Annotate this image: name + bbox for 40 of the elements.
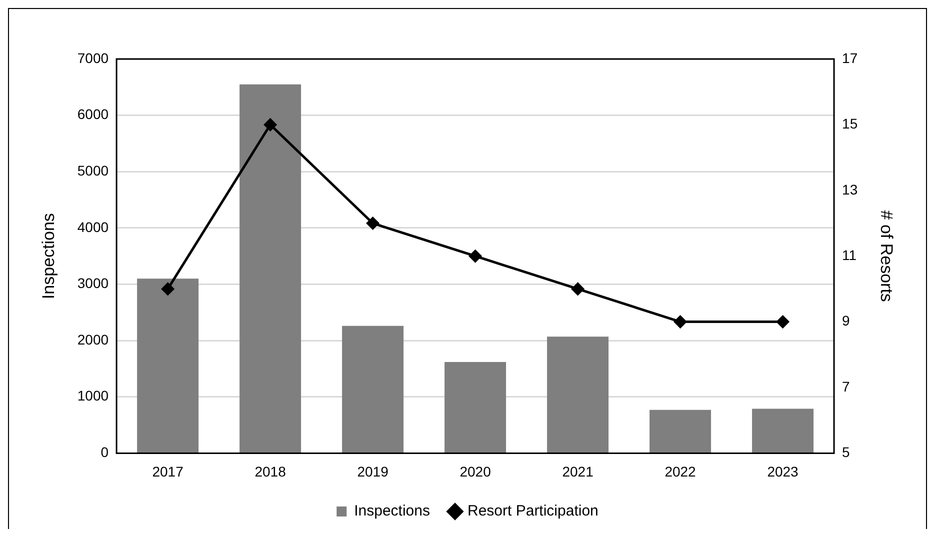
x-tick-label: 2021 (562, 463, 594, 480)
y2-tick-label: 11 (842, 246, 857, 263)
x-tick-label: 2017 (152, 463, 184, 480)
point (572, 282, 584, 296)
bar (240, 84, 302, 452)
y-tick-label: 7000 (77, 50, 109, 66)
point (162, 282, 174, 296)
y-tick-label: 1000 (77, 388, 109, 404)
point (264, 118, 277, 131)
y-axis-title: Inspections (38, 213, 58, 300)
y-tick-label: 5000 (77, 162, 109, 178)
bar (342, 326, 404, 452)
bar (650, 410, 712, 452)
point (674, 316, 687, 328)
point (776, 316, 790, 328)
y2-tick-label: 9 (842, 312, 850, 329)
legend-label: Inspections (354, 502, 430, 520)
x-tick-label: 2018 (254, 463, 286, 480)
bar (547, 336, 609, 452)
y2-tick-label: 15 (842, 116, 858, 132)
point (469, 250, 482, 262)
bar (137, 278, 199, 452)
bar (444, 362, 506, 452)
point (366, 217, 380, 230)
y-tick-label: 4000 (77, 218, 109, 235)
x-tick-label: 2023 (767, 463, 799, 480)
x-tick-label: 2019 (357, 463, 389, 480)
y2-tick-label: 13 (842, 181, 858, 198)
y2-tick-label: 17 (842, 50, 858, 66)
y-tick-label: 3000 (77, 275, 109, 292)
y2-tick-label: 7 (842, 378, 850, 394)
x-tick-label: 2022 (664, 463, 696, 480)
y-tick-label: 6000 (77, 106, 109, 122)
x-tick-label: 2020 (460, 463, 492, 480)
y-tick-label: 0 (100, 444, 109, 460)
y-tick-label: 2000 (77, 331, 109, 348)
y2-axis-title: # of Resorts (877, 210, 896, 302)
bar (752, 408, 814, 452)
legend-label: Resort Participation (467, 502, 598, 520)
y2-tick-label: 5 (842, 444, 850, 460)
